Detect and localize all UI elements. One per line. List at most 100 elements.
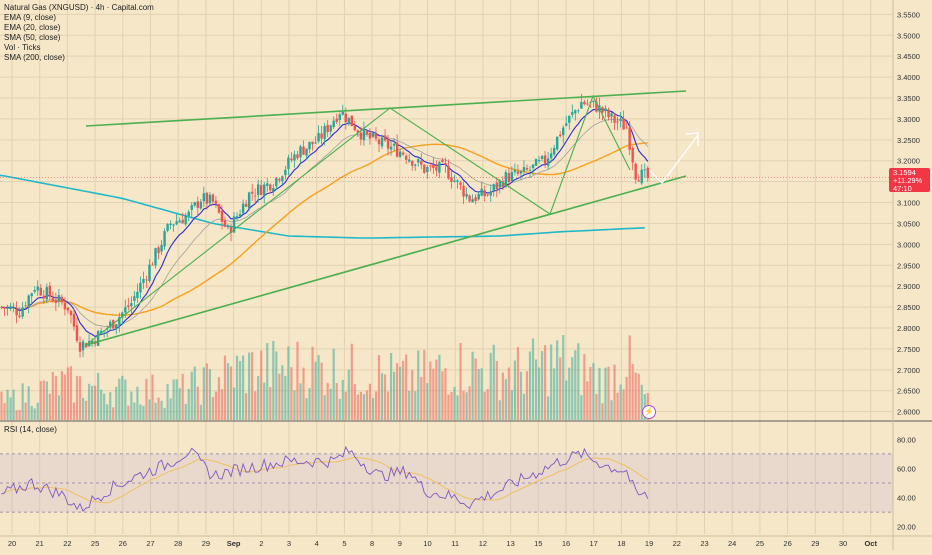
candle-body [353, 125, 357, 131]
candle-body [145, 279, 148, 281]
legend-sma200[interactable]: SMA (200, close) [4, 53, 65, 62]
price-tick-label: 2.8000 [897, 324, 920, 333]
legend-volume[interactable]: Vol · Ticks [4, 43, 41, 52]
time-tick-label: Sep [227, 539, 241, 548]
volume-bar [510, 389, 513, 420]
candle-body [389, 146, 393, 150]
candle-body [414, 164, 417, 166]
lightning-icon[interactable]: ⚡ [642, 405, 656, 419]
time-tick-label: 20 [8, 539, 16, 548]
time-tick-label: 29 [811, 539, 819, 548]
volume-bar [359, 391, 362, 420]
candle-body [266, 183, 269, 186]
volume-bar [525, 371, 529, 420]
volume-bar [504, 379, 507, 420]
candle-body [317, 132, 320, 142]
candle-body [299, 146, 302, 158]
candle-body [634, 163, 637, 180]
volume-bar [519, 371, 523, 420]
rsi-legend[interactable]: RSI (14, close) [4, 425, 57, 434]
candle-body [36, 286, 39, 291]
volume-bar [353, 384, 356, 420]
volume-bar [296, 341, 299, 420]
price-change: +11.29% [893, 176, 923, 185]
volume-bar [78, 376, 82, 420]
time-tick-label: 26 [783, 539, 791, 548]
candle-body [628, 127, 631, 150]
volume-bar [302, 367, 305, 420]
volume-bar [405, 354, 408, 420]
volume-bar [91, 385, 94, 420]
pattern-zigzag [85, 94, 631, 346]
volume-bar [184, 403, 187, 420]
volume-bar [229, 366, 233, 420]
candle-body [15, 309, 18, 316]
volume-bar [534, 359, 538, 420]
volume-bar [571, 357, 574, 420]
volume-bar [145, 378, 148, 420]
volume-bar [465, 392, 468, 420]
volume-bar [142, 405, 145, 420]
volume-bar [531, 338, 535, 420]
candle-body [607, 109, 610, 118]
volume-bar [468, 386, 471, 420]
volume-bar [411, 370, 414, 420]
volume-bar [462, 390, 465, 420]
axes: 3.5500 3.5000 3.4500 3.4000 3.3500 3.3000 3.25… [8, 10, 920, 548]
candle-body [522, 167, 526, 172]
candle-body [69, 310, 73, 316]
volume-bar [426, 383, 429, 420]
candle-body [260, 185, 263, 195]
volume-bar [115, 386, 118, 420]
legend-ema9[interactable]: EMA (9, close) [4, 13, 57, 22]
volume-bar [592, 362, 595, 420]
volume-bar [326, 382, 329, 420]
volume-bar [329, 388, 332, 420]
price-tick-label: 2.6000 [897, 408, 920, 417]
candle-body [610, 113, 613, 117]
volume-bar [574, 350, 577, 420]
time-tick-label: 8 [370, 539, 374, 548]
candle-body [54, 299, 58, 303]
candle-body [84, 343, 88, 348]
volume-bar [441, 371, 444, 420]
candle-body [549, 153, 553, 159]
volume-bar [154, 402, 157, 420]
volume-bar [320, 362, 323, 420]
sma200-line [0, 174, 645, 239]
candle-body [136, 291, 139, 299]
candle-body [81, 341, 85, 351]
projection-arrow [649, 134, 699, 185]
candle-body [586, 103, 589, 105]
legend-sma50[interactable]: SMA (50, close) [4, 33, 61, 42]
symbol-title[interactable]: Natural Gas (XNGUSD) · 4h · Capital.com [4, 3, 154, 12]
candle-body [386, 139, 390, 149]
legend-ema20[interactable]: EMA (20, close) [4, 23, 61, 32]
volume-bar [163, 407, 166, 420]
volume-bar [21, 383, 24, 420]
volume-bar [389, 353, 393, 420]
volume-bar [118, 378, 121, 420]
candle-body [450, 177, 453, 182]
volume-bar [251, 352, 254, 420]
volume-bar [269, 387, 272, 420]
volume-bar [341, 379, 344, 420]
time-tick-label: 25 [756, 539, 764, 548]
candle-body [142, 278, 145, 283]
volume-bar [371, 398, 375, 420]
volume-bar [604, 367, 607, 420]
candle-body [435, 166, 438, 171]
price-tick-label: 3.5000 [897, 31, 920, 40]
volume-bar [580, 395, 583, 420]
volume-bar [136, 386, 139, 420]
candle-body [543, 155, 547, 164]
candle-body [577, 110, 580, 112]
candle-body [247, 192, 251, 209]
rsi-tick-label: 60.00 [897, 464, 916, 473]
candle-body [238, 214, 242, 217]
candle-body [130, 302, 133, 307]
candle-body [329, 125, 332, 132]
volume-bar [51, 372, 54, 420]
